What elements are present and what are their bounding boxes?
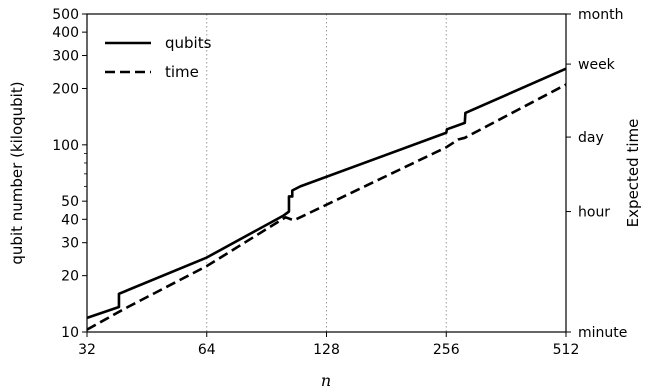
y-tick-label-left: 30 [61, 236, 79, 252]
x-axis: 32 64 128 256 512 [78, 332, 579, 358]
x-tick-label: 256 [433, 342, 460, 358]
y-tick-label-right: hour [578, 205, 610, 221]
series-time [86, 83, 567, 331]
y-tick-label-left: 50 [61, 194, 79, 210]
y-tick-label-left: 20 [61, 269, 79, 285]
y-tick-label-left: 100 [52, 138, 79, 154]
y-tick-label-left: 40 [61, 212, 79, 228]
x-axis-label: n [321, 371, 331, 390]
y-tick-label-right: minute [578, 325, 627, 341]
x-tick-label: 64 [198, 342, 216, 358]
y-axis-left-label: qubit number (kiloqubit) [8, 81, 26, 264]
series-layer [86, 67, 567, 331]
legend-label-qubits: qubits [165, 34, 212, 52]
y-tick-label-left: 300 [52, 49, 79, 65]
y-tick-label-left: 500 [52, 7, 79, 23]
x-tick-label: 128 [313, 342, 340, 358]
y-tick-label-left: 10 [61, 325, 79, 341]
y-tick-label-left: 200 [52, 81, 79, 97]
y-tick-label-right: week [578, 57, 616, 73]
plot-frame [86, 13, 567, 333]
y-axis-left: 10 20 30 40 50 100 200 300 400 500 [52, 7, 87, 341]
y-tick-label-right: month [578, 7, 623, 23]
y-axis-right-label: Expected time [624, 119, 642, 228]
legend-label-time: time [165, 63, 199, 81]
x-tick-label: 32 [78, 342, 96, 358]
y-tick-label-left: 400 [52, 25, 79, 41]
grid-layer [206, 14, 447, 332]
x-tick-label: 512 [553, 342, 580, 358]
legend: qubits time [105, 34, 212, 81]
series-qubits [86, 67, 567, 320]
y-axis-right: minute hour day week month [566, 7, 627, 341]
y-tick-label-right: day [578, 130, 604, 146]
